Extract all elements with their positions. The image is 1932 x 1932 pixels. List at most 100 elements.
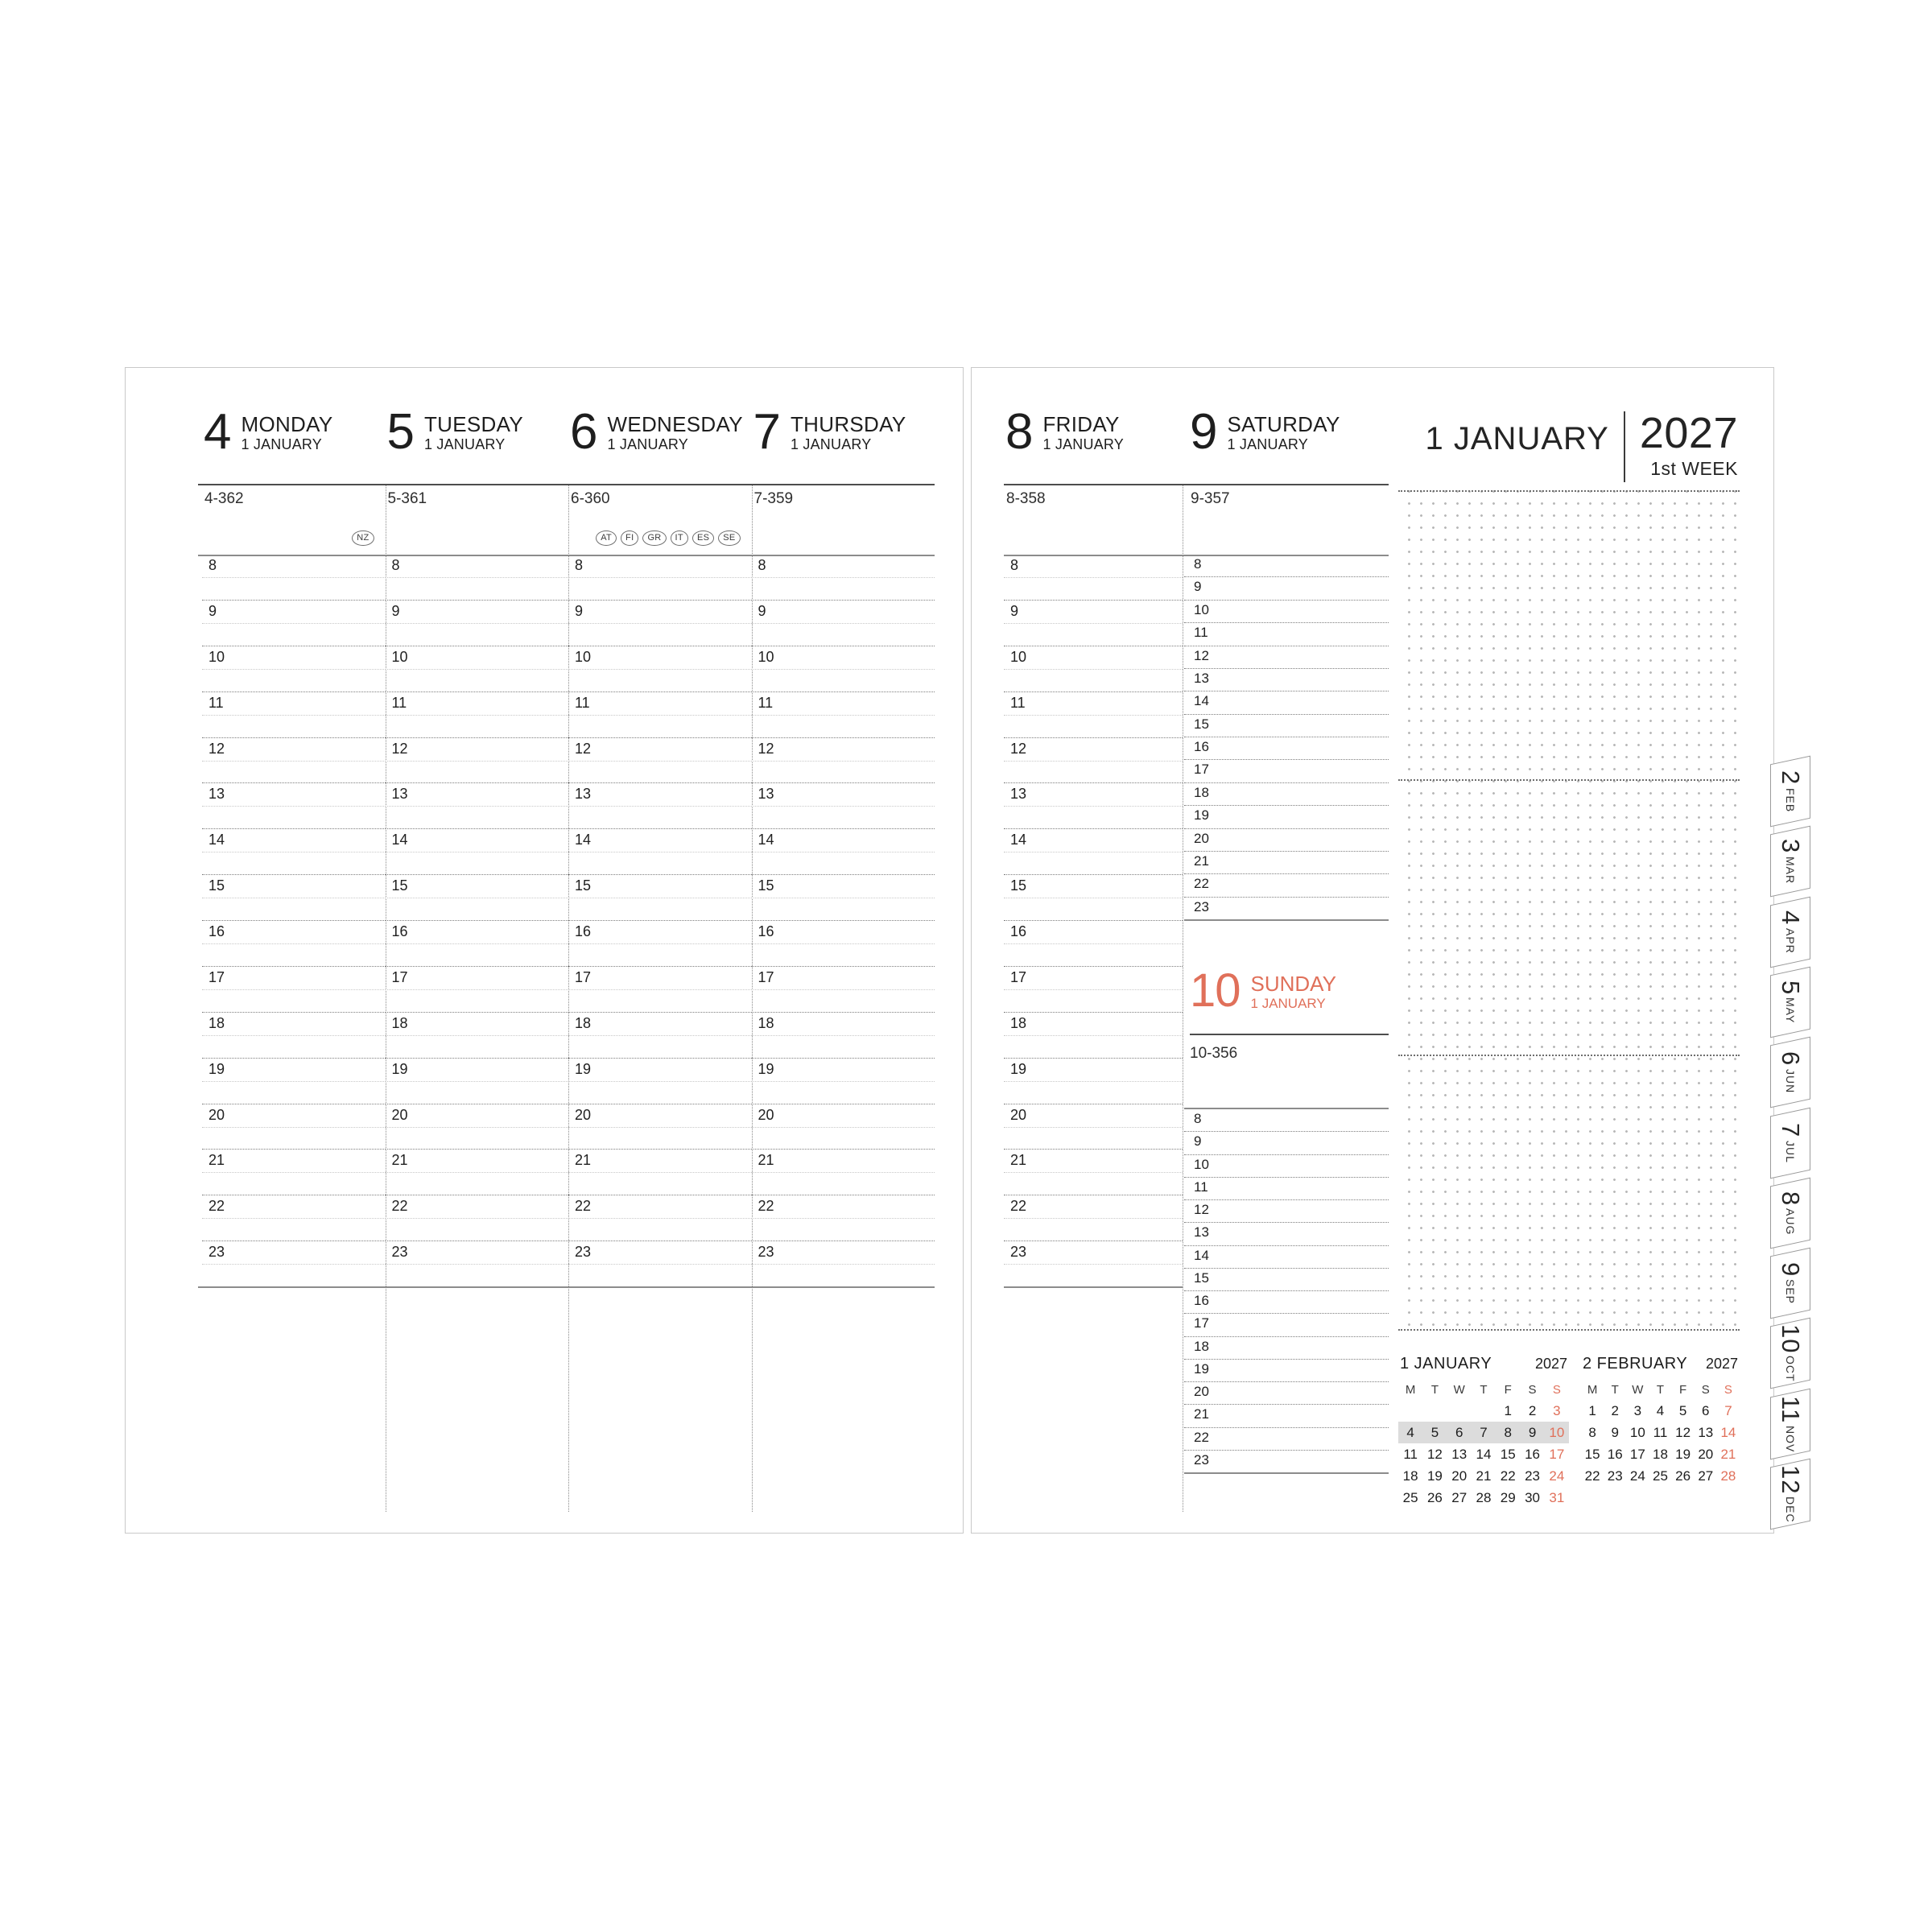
weekday-label: T [1656,1382,1665,1397]
hour-label: 9 [1194,579,1202,595]
half-hour-line [751,943,935,944]
day-labels: THURSDAY 1 JANUARY [791,414,906,453]
date-cell: 11 [1653,1424,1668,1440]
month-tab-sep[interactable]: 9 SEP [1770,1247,1810,1319]
month-tab-jul[interactable]: 7 JUL [1770,1107,1810,1179]
hour-slot-15: 15 [1004,874,1183,920]
title-week: 1st WEEK [1650,458,1738,479]
title-divider [1623,411,1625,482]
date-cell: 7 [1724,1402,1732,1418]
column-separator [568,485,569,1512]
header-rule [1004,484,1389,485]
half-hour-line [1004,577,1183,578]
hour-slot-16: 16 [751,920,935,966]
day-column-saturday: 9 SATURDAY 1 JANUARY 9-357 8 9 10 11 12 13 14 15 16 1… [1183,407,1389,1496]
day-labels: TUESDAY 1 JANUARY [424,414,523,453]
hour-slot-10: 10 [568,645,752,691]
day-header: 7 THURSDAY 1 JANUARY [753,407,906,456]
empty-cell [1447,1400,1472,1422]
month-tab-may[interactable]: 5 MAY [1770,966,1810,1038]
month-tab-mar[interactable]: 3 MAR [1770,825,1810,898]
sunday-grid-bottom-rule [1184,1472,1389,1474]
hour-slot-17: 17 [1184,760,1389,783]
date-cell: 16 [1525,1446,1540,1462]
hour-slot-19: 19 [1184,1360,1389,1382]
tab-month-number: 12 [1777,1464,1805,1495]
hour-slot-14: 14 [1004,828,1183,874]
month-tab-aug[interactable]: 8 AUG [1770,1177,1810,1249]
date-cell: 25 [1653,1468,1668,1484]
weekday-label: S [1552,1382,1561,1397]
hour-label: 16 [575,923,592,939]
hour-slot-17: 17 [568,965,752,1012]
half-hour-line [1004,1172,1183,1174]
hour-label: 12 [1010,740,1027,757]
hour-slot-8: 8 [1184,1109,1389,1133]
date-cell: 13 [1451,1446,1468,1462]
holiday-code-gr-icon: GR [642,530,667,546]
hour-slot-18: 18 [385,1011,568,1058]
day-column-tuesday: 5 TUESDAY 1 JANUARY 5-361 8 9 10 11 12 13 14 15 16 17… [385,404,568,1496]
hour-label: 18 [208,1014,225,1031]
hour-label: 11 [758,694,774,711]
day-name: FRIDAY [1042,412,1120,436]
hour-label: 16 [1194,739,1209,754]
month-tab-oct[interactable]: 10 OCT [1770,1318,1810,1389]
weekday-label: S [1701,1382,1710,1397]
date-cell: 1 [1588,1402,1596,1418]
day-month-label: 1 JANUARY [607,436,688,452]
hour-slot-10: 10 [1184,1155,1389,1178]
hour-slot-12: 12 [202,737,386,783]
sunday-name: SUNDAY [1250,972,1336,996]
date-cell: 28 [1720,1468,1736,1484]
tab-month-number: 2 [1777,770,1805,786]
hour-slot-18: 18 [1184,783,1389,807]
hour-slot-11: 11 [202,691,386,737]
month-tab-feb[interactable]: 2 FEB [1770,755,1810,828]
hour-label: 9 [391,602,400,619]
day-name: SATURDAY [1227,412,1340,436]
tab-month-name: AUG [1784,1208,1797,1236]
hour-label: 23 [208,1244,225,1261]
half-hour-line [385,760,568,762]
half-hour-line [568,622,752,624]
day-month-label: 1 JANUARY [790,436,872,452]
hour-label: 15 [208,877,225,894]
date-cell: 7 [1471,1422,1496,1443]
hour-label: 10 [1194,601,1209,617]
date-row: 18 19 20 21 22 23 24 [1398,1465,1569,1487]
hour-label: 16 [391,923,408,939]
half-hour-line [385,1172,568,1174]
hour-label: 17 [1194,1315,1209,1331]
date-cell: 5 [1678,1402,1687,1418]
hour-label: 8 [1010,557,1019,573]
day-number: 5 [386,404,415,460]
tab-month-name: NOV [1784,1425,1797,1452]
hour-label: 20 [1010,1106,1027,1123]
hour-label: 21 [391,1152,408,1169]
hour-slot-19: 19 [202,1057,386,1104]
date-cell: 10 [1544,1422,1569,1443]
hour-label: 9 [1194,1133,1202,1150]
month-tab-nov[interactable]: 11 NOV [1770,1388,1810,1460]
month-tab-dec[interactable]: 12 DEC [1770,1458,1810,1530]
weekday-label: W [1453,1382,1465,1397]
date-cell: 15 [1500,1446,1516,1462]
hour-label: 16 [1010,923,1027,939]
hour-slot-23: 23 [1184,898,1389,919]
hour-slot-13: 13 [202,782,386,828]
hour-slot-11: 11 [751,691,935,737]
hour-slot-8: 8 [202,555,386,600]
half-hour-line [751,760,935,762]
hour-slot-12: 12 [385,737,568,783]
half-hour-line [751,1218,935,1220]
half-hour-line [385,943,568,944]
hour-slot-16: 16 [1184,737,1389,761]
month-tab-jun[interactable]: 6 JUN [1770,1036,1810,1108]
hour-label: 22 [758,1198,774,1215]
hour-slot-15: 15 [568,874,752,920]
month-tab-apr[interactable]: 4 APR [1770,896,1810,968]
half-hour-line [568,1126,752,1128]
date-cell: 5 [1422,1422,1447,1443]
hour-slot-19: 19 [1184,806,1389,829]
